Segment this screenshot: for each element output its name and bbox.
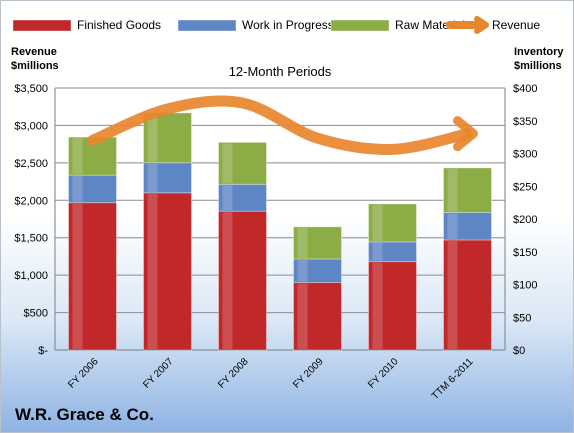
bar-raw-materials: [293, 226, 342, 260]
legend-label: Work in Progress: [242, 18, 334, 32]
legend-swatch-finished-goods: [12, 19, 72, 32]
bar-highlight: [72, 203, 83, 349]
left-tick-label: $500: [24, 308, 48, 320]
right-tick-label: $100: [513, 280, 537, 292]
legend-swatch-raw-materials: [330, 19, 390, 32]
category-label: FY 2009: [291, 356, 326, 391]
bar-work-in-progress: [443, 211, 492, 241]
bar-highlight: [447, 213, 458, 239]
bar-finished-goods: [293, 282, 342, 351]
right-tick-label: $150: [513, 247, 537, 259]
left-tick-label: $3,000: [14, 120, 48, 132]
category-label: FY 2010: [366, 356, 401, 391]
bar-finished-goods: [368, 261, 417, 351]
bar-highlight: [372, 262, 383, 349]
bar-raw-materials: [218, 141, 267, 185]
right-axis-title: Inventory $millions: [514, 46, 564, 72]
bar-finished-goods: [443, 239, 492, 351]
bar-work-in-progress: [218, 183, 267, 212]
right-tick-label: $350: [513, 116, 537, 128]
bar-highlight: [297, 283, 308, 349]
bar-highlight: [372, 242, 383, 261]
bar-highlight: [147, 113, 158, 162]
category-label: FY 2008: [216, 356, 251, 391]
bar-raw-materials: [443, 167, 492, 213]
revenue-line: [87, 95, 473, 155]
right-tick-label: $300: [513, 149, 537, 161]
bar-highlight: [222, 143, 233, 184]
bar-highlight: [72, 138, 83, 175]
bar-highlight: [447, 240, 458, 349]
left-tick-label: $2,000: [14, 195, 48, 207]
bar-raw-materials: [368, 203, 417, 243]
bar-highlight: [147, 163, 158, 192]
bar-finished-goods: [218, 210, 267, 351]
legend-label: Revenue: [492, 18, 540, 32]
left-tick-label: $3,500: [14, 83, 48, 95]
left-tick-label: $-: [38, 345, 48, 357]
category-label: TTM 6-2011: [430, 356, 476, 402]
bar-highlight: [447, 168, 458, 212]
bar-finished-goods: [143, 192, 192, 351]
right-tick-label: $400: [513, 83, 537, 95]
left-tick-label: $2,500: [14, 158, 48, 170]
legend-swatch-work-in-progress: [177, 19, 237, 32]
revenue-arrowhead: [453, 116, 478, 152]
bar-highlight: [222, 212, 233, 349]
left-tick-label: $1,000: [14, 270, 48, 282]
bar-highlight: [147, 193, 158, 349]
left-axis-title: Revenue $millions: [11, 46, 59, 72]
bar-highlight: [297, 227, 308, 258]
legend-label: Finished Goods: [77, 18, 161, 32]
category-label: FY 2007: [141, 356, 176, 391]
bar-work-in-progress: [143, 162, 192, 194]
right-tick-label: $200: [513, 214, 537, 226]
right-tick-label: $250: [513, 181, 537, 193]
category-label: FY 2006: [66, 356, 101, 391]
bar-raw-materials: [143, 112, 192, 164]
bar-highlight: [72, 176, 83, 202]
bar-highlight: [372, 204, 383, 241]
right-tick-label: $0: [513, 345, 525, 357]
company-name: W.R. Grace & Co.: [15, 405, 154, 424]
chart-title: 12-Month Periods: [229, 64, 332, 79]
legend-arrow: [474, 16, 489, 34]
bar-raw-materials: [68, 136, 117, 176]
bar-highlight: [222, 185, 233, 211]
right-tick-label: $50: [513, 312, 531, 324]
bar-highlight: [297, 259, 308, 282]
left-tick-label: $1,500: [14, 233, 48, 245]
